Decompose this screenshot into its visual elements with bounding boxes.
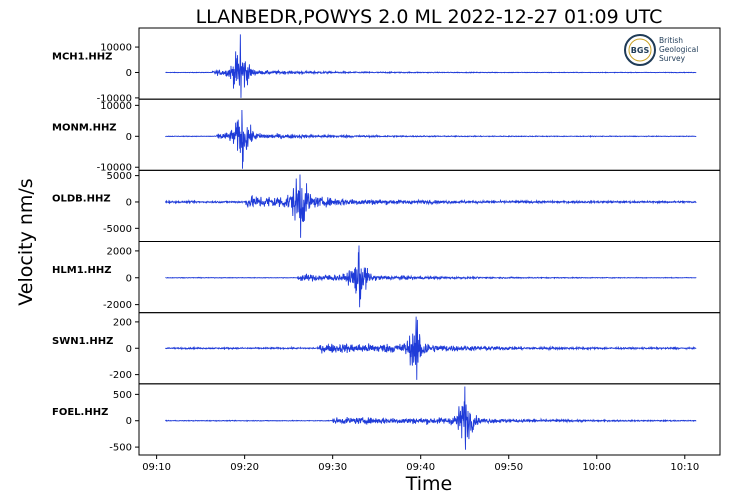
ytick-label-monm: -10000 [97, 163, 132, 174]
xtick-label: 09:10 [142, 462, 171, 473]
panel-monm: 10000 0 -10000 MONM.HHZ [52, 98, 721, 174]
waveform-mch1 [165, 34, 697, 98]
waveform-foel [165, 386, 697, 450]
station-label-mch1: MCH1.HHZ [52, 51, 112, 62]
ytick-label-swn1: 200 [113, 317, 132, 328]
xtick-label: 10:00 [582, 462, 611, 473]
ytick-label-oldb: 0 [126, 197, 132, 208]
waveform-oldb [164, 174, 697, 238]
panel-swn1: 200 0 -200 SWN1.HHZ [52, 312, 721, 385]
station-label-hlm1: HLM1.HHZ [52, 265, 111, 276]
bgs-logo-line-1: British [659, 36, 683, 45]
panel-oldb: 5000 0 -5000 OLDB.HHZ [52, 169, 721, 242]
ytick-label-oldb: -5000 [103, 224, 132, 235]
ytick-label-foel: -500 [109, 443, 132, 454]
bgs-logo-abbr: BGS [631, 46, 650, 55]
xtick-label: 09:50 [494, 462, 523, 473]
ytick-label-foel: 0 [126, 416, 132, 427]
ytick-label-oldb: 5000 [107, 171, 132, 182]
ytick-label-hlm1: 2000 [107, 246, 132, 257]
ytick-label-hlm1: -2000 [103, 300, 132, 311]
bgs-logo-line-3: Survey [659, 54, 686, 63]
waveform-monm [165, 109, 697, 169]
ytick-label-swn1: 0 [126, 344, 132, 355]
panel-frame-foel [138, 383, 721, 456]
panel-frame-oldb [138, 169, 721, 242]
station-panels: 100000-10000MCH1.HHZ100000-10000MONM.HHZ… [52, 27, 721, 456]
station-label-oldb: OLDB.HHZ [52, 194, 111, 205]
xtick-label: 09:30 [318, 462, 347, 473]
ytick-label-monm: 10000 [100, 101, 132, 112]
panel-mch1: 10000 0 -10000 MCH1.HHZ [52, 27, 721, 104]
bgs-logo: BGS British Geological Survey [624, 34, 698, 66]
station-label-foel: FOEL.HHZ [52, 407, 108, 418]
bgs-logo-line-2: Geological [659, 45, 698, 54]
station-label-monm: MONM.HHZ [52, 122, 117, 133]
bgs-logo-emblem-ring [628, 38, 652, 62]
ytick-label-foel: 500 [113, 390, 132, 401]
time-axis: 09:10 09:20 09:30 09:40 09:50 10:00 10:10 [142, 455, 699, 473]
panel-frame-hlm1 [138, 241, 721, 314]
xtick-label: 10:10 [670, 462, 699, 473]
ytick-label-monm: 0 [126, 132, 132, 143]
ytick-label-mch1: -10000 [97, 93, 132, 104]
figure-title: LLANBEDR,POWYS 2.0 ML 2022-12-27 01:09 U… [196, 6, 663, 28]
ytick-label-hlm1: 0 [126, 273, 132, 284]
waveform-hlm1 [165, 245, 697, 308]
station-label-swn1: SWN1.HHZ [52, 336, 113, 347]
ytick-label-mch1: 0 [126, 68, 132, 79]
xtick-label: 09:40 [406, 462, 435, 473]
ytick-label-swn1: -200 [109, 370, 132, 381]
y-axis-label: Velocity nm/s [15, 178, 37, 305]
x-axis-label: Time [405, 473, 453, 495]
waveform-swn1 [165, 316, 697, 380]
panel-foel: 500 0 -500 FOEL.HHZ [52, 383, 721, 456]
ytick-label-mch1: 10000 [100, 43, 132, 54]
panel-hlm1: 2000 0 -2000 HLM1.HHZ [52, 241, 721, 314]
xtick-label: 09:20 [230, 462, 259, 473]
